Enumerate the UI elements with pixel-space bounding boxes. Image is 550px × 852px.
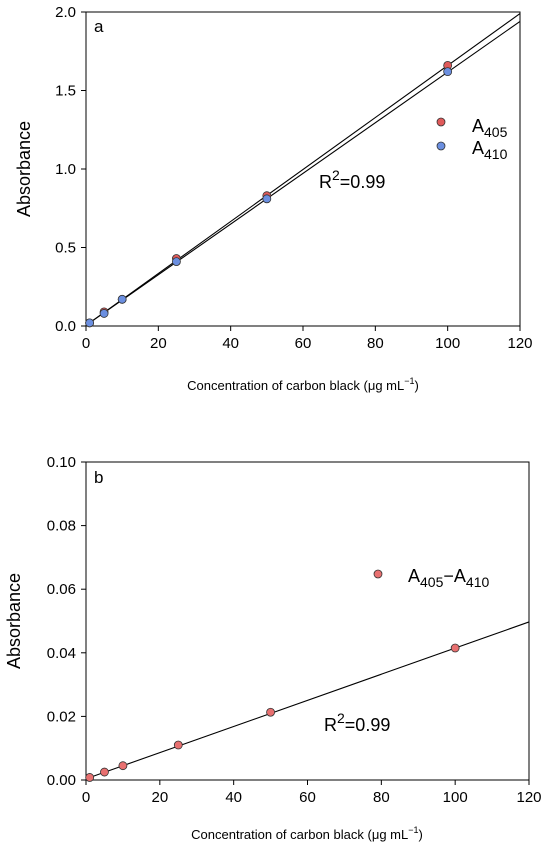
- chart-b-y-tick-label-1: 0.02: [47, 708, 76, 725]
- chart-a-r-squared: R2=0.99: [319, 167, 385, 192]
- chart-b-y-tick-label-0: 0.00: [47, 772, 76, 789]
- chart-a-y-tick-label-1: 0.5: [55, 240, 76, 257]
- chart-a-fit-line-0: [89, 13, 521, 324]
- chart-a-point-s1-5: [443, 67, 453, 77]
- chart-a-legend-label-a405: A405: [472, 116, 508, 140]
- chart-a-y-tick-label-2: 1.0: [55, 161, 76, 178]
- chart-a-point-s1-2: [117, 294, 127, 304]
- chart-a-legend-marker-a410: [436, 141, 446, 151]
- chart-b-y-tick-label-4: 0.08: [47, 518, 76, 535]
- chart-b-legend-marker: [373, 569, 383, 579]
- chart-b-point-s0-4: [266, 707, 275, 717]
- chart-b-legend-label: A405−A410: [408, 566, 489, 590]
- chart-a-y-tick-label-3: 1.5: [55, 83, 76, 100]
- chart-a-point-s1-3: [172, 257, 181, 267]
- chart-a-fit-line-1: [89, 20, 521, 324]
- chart-b-fit-lines: [89, 621, 530, 778]
- chart-b-panel-label: b: [94, 468, 103, 487]
- chart-b-point-s0-3: [173, 740, 183, 750]
- chart-b-x-tick-label-1: 20: [151, 789, 168, 806]
- chart-b-x-tick-label-0: 0: [82, 789, 90, 806]
- chart-a-x-tick-label-3: 60: [295, 335, 312, 352]
- chart-b-y-tick-label-2: 0.04: [47, 645, 76, 662]
- chart-a-x-tick-label-5: 100: [435, 335, 460, 352]
- chart-b-points: [85, 643, 460, 782]
- chart-a-point-s1-1: [99, 309, 109, 318]
- chart-b-y-ticks: 0.00 0.02 0.04 0.06 0.08 0.10: [47, 454, 86, 789]
- chart-b-y-tick-label-5: 0.10: [47, 454, 76, 471]
- chart-a-y-axis-label: Absorbance: [14, 121, 34, 217]
- chart-b-y-axis-label: Absorbance: [4, 573, 24, 669]
- chart-b-fit-line-0: [89, 621, 530, 778]
- chart-b-x-ticks: 0 20 40 60 80 100 120: [82, 780, 542, 806]
- chart-b-r-squared: R2=0.99: [324, 710, 390, 735]
- chart-a-x-tick-label-2: 40: [222, 335, 239, 352]
- chart-a-point-s1-4: [262, 194, 272, 204]
- chart-b-x-axis-label: Concentration of carbon black (μg mL−1): [191, 825, 423, 842]
- chart-a-x-ticks: 0 20 40 60 80 100 120: [82, 326, 533, 352]
- chart-a: 0 20 40 60 80 100 120 0.0 0.5 1.0 1.5 2.0 a Absorb…: [14, 4, 533, 393]
- chart-b-y-tick-label-3: 0.06: [47, 581, 76, 598]
- chart-a-x-axis-label: Concentration of carbon black (μg mL−1): [187, 376, 419, 393]
- chart-a-fit-lines: [89, 13, 521, 324]
- chart-a-panel-label: a: [94, 17, 104, 36]
- chart-b-plot-frame: [85, 461, 530, 781]
- chart-b-x-tick-label-2: 40: [225, 789, 242, 806]
- chart-b-x-tick-label-5: 100: [443, 789, 468, 806]
- chart-b-x-tick-label-4: 80: [373, 789, 390, 806]
- chart-b-point-s0-2: [118, 761, 128, 771]
- chart-a-x-tick-label-6: 120: [507, 335, 532, 352]
- chart-a-y-tick-label-4: 2.0: [55, 4, 76, 21]
- chart-a-legend-marker-a405: [436, 117, 446, 127]
- chart-a-y-ticks: 0.0 0.5 1.0 1.5 2.0: [55, 4, 86, 335]
- chart-a-point-s1-0: [85, 318, 95, 328]
- chart-a-legend-label-a410: A410: [472, 138, 508, 162]
- chart-b-point-s0-0: [85, 773, 95, 782]
- chart-b-x-tick-label-6: 120: [516, 789, 541, 806]
- chart-a-x-tick-label-1: 20: [150, 335, 167, 352]
- chart-b: 0 20 40 60 80 100 120 0.00 0.02 0.04 0.06 0.08 0.10…: [4, 454, 542, 842]
- chart-a-y-tick-label-0: 0.0: [55, 318, 76, 335]
- chart-b-point-s0-1: [100, 767, 109, 777]
- chart-a-x-tick-label-0: 0: [82, 335, 90, 352]
- chart-a-points: [85, 60, 453, 328]
- chart-b-point-s0-5: [450, 643, 460, 653]
- chart-b-x-tick-label-3: 60: [299, 789, 316, 806]
- chart-a-x-tick-label-4: 80: [367, 335, 384, 352]
